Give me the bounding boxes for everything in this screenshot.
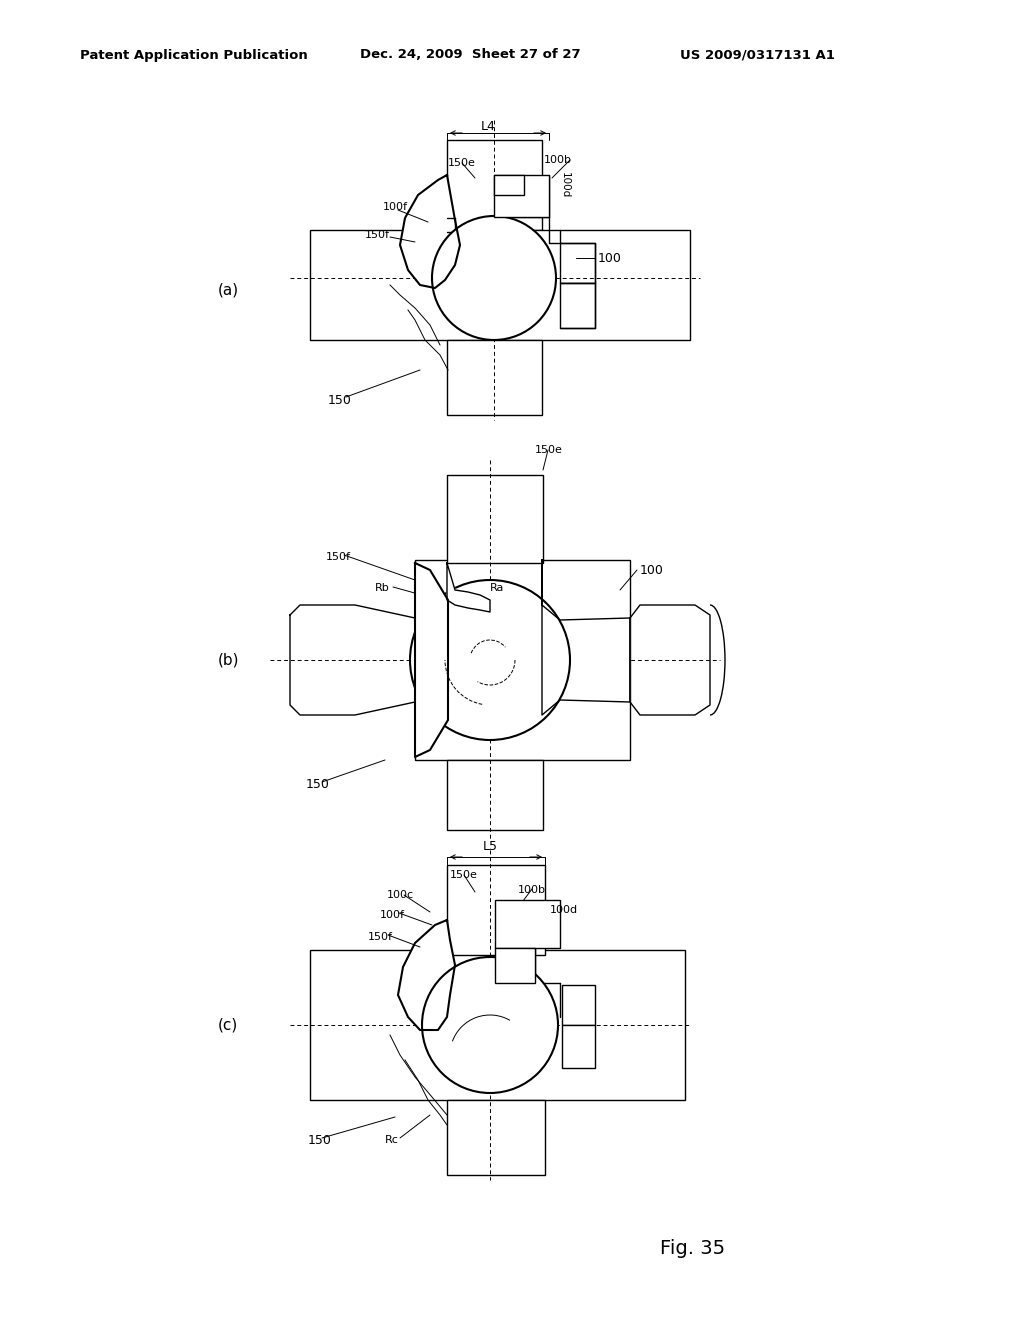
Bar <box>562 985 595 1026</box>
Bar <box>447 475 543 564</box>
Text: 100d: 100d <box>550 906 579 915</box>
Circle shape <box>410 579 570 741</box>
Polygon shape <box>398 920 455 1030</box>
Text: Rc: Rc <box>385 1135 399 1144</box>
Text: 100: 100 <box>598 252 622 264</box>
Text: Rb: Rb <box>375 583 390 593</box>
Text: 150e: 150e <box>535 445 563 455</box>
Text: 100c: 100c <box>387 890 414 900</box>
Polygon shape <box>400 176 460 288</box>
Text: L5: L5 <box>482 841 498 854</box>
Text: US 2009/0317131 A1: US 2009/0317131 A1 <box>680 49 835 62</box>
Polygon shape <box>542 560 630 715</box>
Text: (a): (a) <box>218 282 240 297</box>
Text: Dec. 24, 2009  Sheet 27 of 27: Dec. 24, 2009 Sheet 27 of 27 <box>360 49 581 62</box>
Circle shape <box>432 216 556 341</box>
Text: 150f: 150f <box>365 230 390 240</box>
Text: 100b: 100b <box>544 154 572 165</box>
Text: Ra: Ra <box>490 583 505 593</box>
Text: Fig. 35: Fig. 35 <box>660 1238 725 1258</box>
Text: 100b: 100b <box>518 884 546 895</box>
Text: (b): (b) <box>218 652 240 668</box>
Bar <box>310 950 685 1100</box>
Text: L4: L4 <box>480 120 496 132</box>
Text: 100f: 100f <box>383 202 408 213</box>
Bar <box>415 560 630 760</box>
Bar <box>495 948 535 983</box>
Bar <box>494 176 549 216</box>
Bar <box>562 1026 595 1068</box>
Bar <box>447 1100 545 1175</box>
Polygon shape <box>447 564 490 612</box>
Text: 100f: 100f <box>380 909 406 920</box>
Text: 150f: 150f <box>368 932 393 942</box>
Text: 150: 150 <box>306 779 330 792</box>
Bar <box>447 140 542 230</box>
Bar <box>447 865 545 954</box>
Text: 100: 100 <box>640 564 664 577</box>
Text: 150e: 150e <box>449 158 476 168</box>
Text: 150f: 150f <box>326 552 351 562</box>
Text: 100d: 100d <box>560 172 570 198</box>
Bar <box>495 900 560 948</box>
Polygon shape <box>415 564 449 756</box>
Text: 150e: 150e <box>450 870 478 880</box>
Circle shape <box>422 957 558 1093</box>
Bar <box>447 341 542 414</box>
Polygon shape <box>630 605 710 715</box>
Bar <box>310 230 690 341</box>
Bar <box>447 760 543 830</box>
Text: 150: 150 <box>308 1134 332 1147</box>
Polygon shape <box>290 605 415 715</box>
Bar <box>494 176 524 195</box>
Text: (c): (c) <box>218 1018 239 1032</box>
Bar <box>560 243 595 282</box>
Bar <box>560 282 595 327</box>
Text: 150: 150 <box>328 393 352 407</box>
Text: Patent Application Publication: Patent Application Publication <box>80 49 308 62</box>
